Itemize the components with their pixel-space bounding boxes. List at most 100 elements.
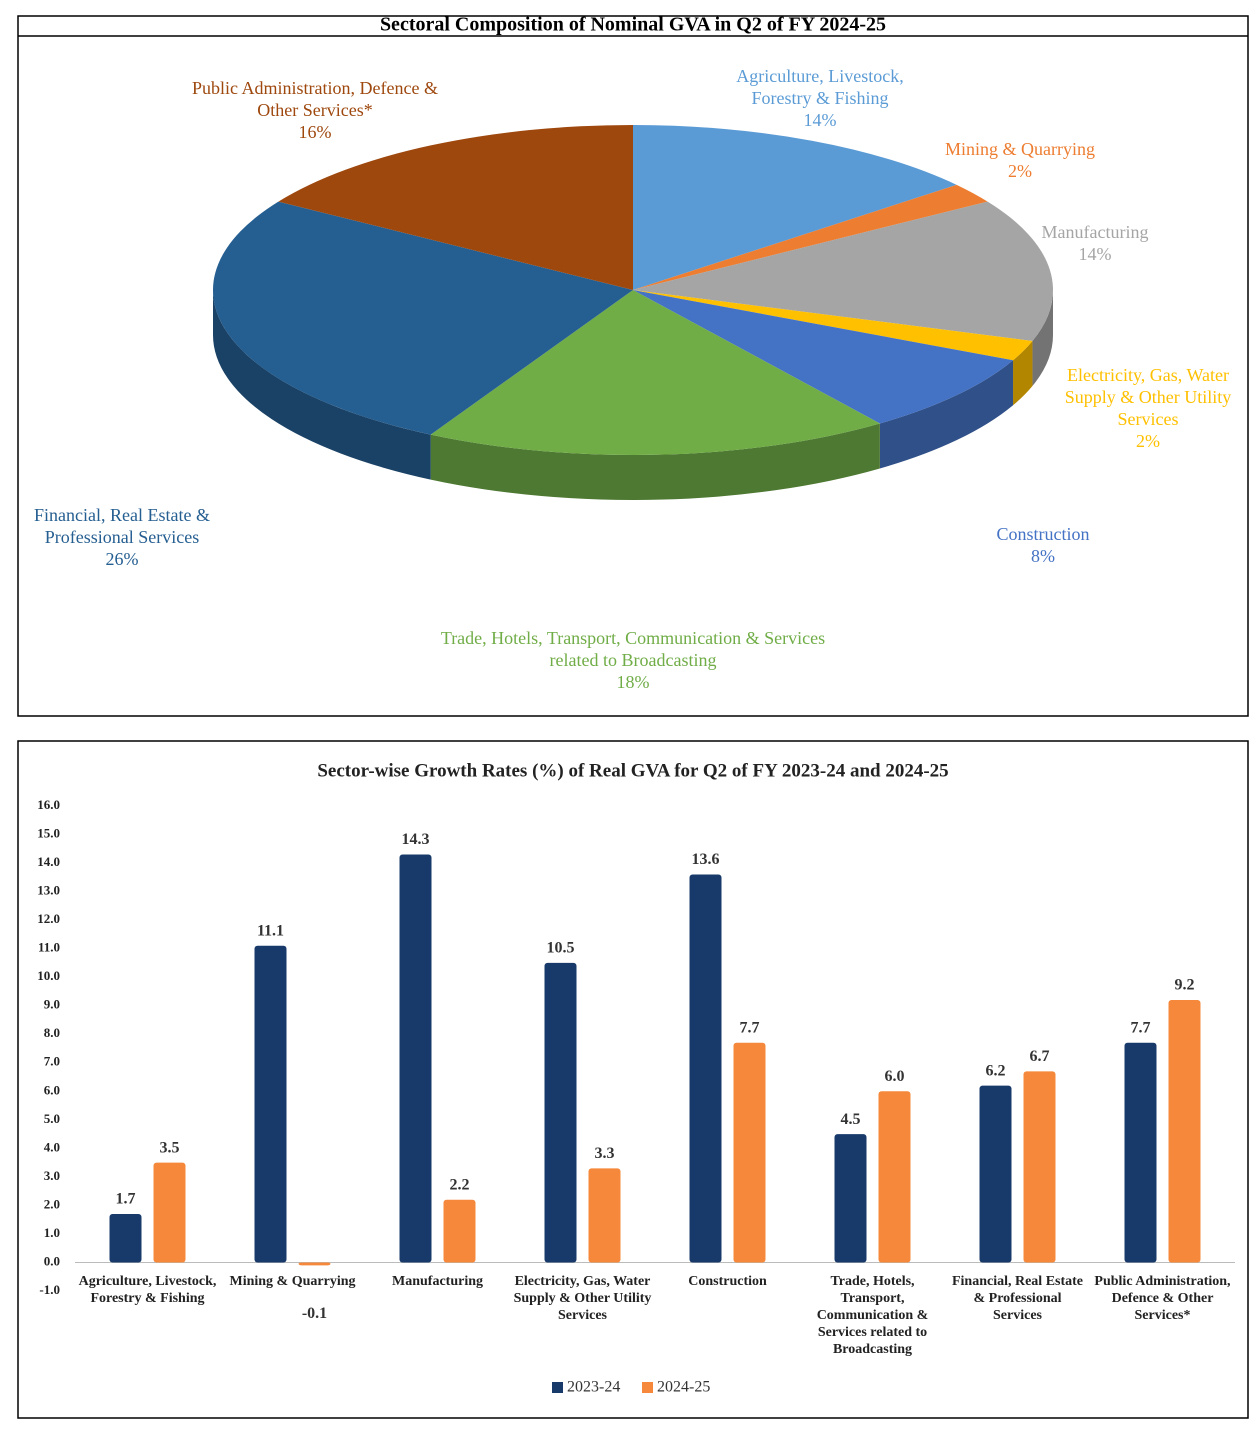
y-tick-label: -1.0 — [39, 1282, 60, 1297]
pie-slice — [212, 201, 633, 435]
pie-label: Mining & Quarrying 2% — [920, 138, 1120, 182]
bar-frame — [17, 740, 1249, 1419]
pie-value-label: 14% — [1078, 244, 1112, 264]
y-tick-label: 16.0 — [37, 797, 60, 812]
pie-value-label: 2% — [1136, 431, 1160, 451]
bar — [1023, 1071, 1056, 1263]
pie-label: Public Administration, Defence & Other S… — [185, 77, 445, 143]
value-label: 11.1 — [257, 922, 284, 939]
value-label: 6.7 — [1030, 1048, 1050, 1065]
legend-swatch — [552, 1382, 563, 1393]
value-label: 6.2 — [986, 1062, 1006, 1079]
pie-value-label: 2% — [1008, 161, 1032, 181]
x-tick-label: Agriculture, Livestock, Forestry & Fishi… — [78, 1274, 217, 1307]
value-label: 9.2 — [1175, 977, 1195, 994]
y-tick-label: 0.0 — [44, 1253, 60, 1268]
pie-value-label: 14% — [803, 110, 837, 130]
pie-category-label: Electricity, Gas, Water Supply & Other U… — [1064, 365, 1232, 429]
x-tick-label: Trade, Hotels, Transport, Communication … — [816, 1274, 929, 1358]
pie-label: Construction 8% — [963, 523, 1123, 567]
bar — [109, 1213, 142, 1263]
bar — [979, 1085, 1012, 1263]
bar — [878, 1091, 911, 1263]
y-tick-label: 1.0 — [44, 1225, 60, 1240]
y-tick-label: 5.0 — [44, 1111, 60, 1126]
bar — [733, 1042, 766, 1263]
pie-slice — [633, 184, 988, 290]
x-tick-label: Mining & Quarrying — [229, 1274, 356, 1290]
y-tick-label: 9.0 — [44, 997, 60, 1012]
bar — [834, 1134, 867, 1263]
pie-category-label: Public Administration, Defence & Other S… — [192, 78, 438, 120]
value-label: 13.6 — [692, 851, 720, 868]
value-label: 10.5 — [547, 940, 575, 957]
y-tick-label: 13.0 — [37, 883, 60, 898]
y-tick-label: 2.0 — [44, 1196, 60, 1211]
pie-label: Trade, Hotels, Transport, Communication … — [433, 627, 833, 693]
pie-frame — [17, 15, 1249, 717]
pie-side — [1032, 290, 1053, 386]
y-tick-label: 10.0 — [37, 968, 60, 983]
pie-value-label: 18% — [616, 672, 650, 692]
bar — [399, 854, 432, 1263]
pie-category-label: Mining & Quarrying — [945, 139, 1095, 159]
y-tick-label: 8.0 — [44, 1025, 60, 1040]
pie-slice — [633, 125, 957, 290]
bar — [443, 1199, 476, 1263]
y-tick-label: 12.0 — [37, 911, 60, 926]
value-label: 7.7 — [740, 1019, 760, 1036]
pie-slice — [633, 290, 1033, 361]
pie-slice — [430, 290, 880, 455]
pie-category-label: Construction — [996, 524, 1090, 544]
bar — [689, 874, 722, 1263]
pie-side — [1013, 340, 1033, 406]
value-label: 3.3 — [595, 1145, 615, 1162]
legend-label: 2024-25 — [657, 1379, 710, 1396]
bar — [298, 1262, 331, 1266]
bar — [254, 945, 287, 1263]
pie-label: Agriculture, Livestock, Forestry & Fishi… — [705, 65, 935, 131]
pie-title: Sectoral Composition of Nominal GVA in Q… — [380, 14, 886, 36]
pie-label: Manufacturing 14% — [1005, 221, 1185, 265]
pie-category-label: Financial, Real Estate & Professional Se… — [34, 505, 210, 547]
pie-value-label: 16% — [298, 122, 332, 142]
pie-category-label: Manufacturing — [1041, 222, 1149, 242]
pie-label: Financial, Real Estate & Professional Se… — [17, 504, 227, 570]
value-label: 2.2 — [450, 1176, 470, 1193]
bar — [153, 1162, 186, 1263]
x-tick-label: Manufacturing — [392, 1274, 483, 1290]
pie-label: Electricity, Gas, Water Supply & Other U… — [1063, 364, 1233, 452]
y-tick-label: 15.0 — [37, 826, 60, 841]
y-tick-label: 14.0 — [37, 854, 60, 869]
y-tick-label: 7.0 — [44, 1054, 60, 1069]
value-label: 14.3 — [402, 831, 430, 848]
x-tick-label: Public Administration, Defence & Other S… — [1094, 1274, 1231, 1324]
x-tick-label: Electricity, Gas, Water Supply & Other U… — [513, 1274, 652, 1324]
x-tick-label: Construction — [688, 1274, 767, 1290]
bar — [1168, 1000, 1201, 1263]
y-tick-label: 3.0 — [44, 1168, 60, 1183]
value-label: 6.0 — [885, 1068, 905, 1085]
pie-value-label: 8% — [1031, 546, 1055, 566]
bar-title: Sector-wise Growth Rates (%) of Real GVA… — [317, 760, 948, 781]
value-label: 7.7 — [1131, 1019, 1151, 1036]
y-tick-label: 6.0 — [44, 1082, 60, 1097]
x-tick-label: Financial, Real Estate & Professional Se… — [951, 1274, 1084, 1324]
pie-side — [879, 360, 1014, 469]
value-label: 3.5 — [160, 1139, 180, 1156]
value-label: 4.5 — [841, 1111, 861, 1128]
legend-label: 2023-24 — [567, 1379, 620, 1396]
pie-slice — [633, 201, 1053, 341]
bar — [544, 962, 577, 1263]
pie-slice — [278, 125, 633, 290]
bar — [588, 1168, 621, 1263]
pie-slice — [633, 290, 1014, 424]
legend-swatch — [642, 1382, 653, 1393]
pie-side — [213, 290, 431, 480]
pie-side — [430, 423, 880, 500]
y-tick-label: 4.0 — [44, 1139, 60, 1154]
pie-category-label: Agriculture, Livestock, Forestry & Fishi… — [736, 66, 904, 108]
bar — [1124, 1042, 1157, 1263]
pie-value-label: 26% — [105, 549, 139, 569]
